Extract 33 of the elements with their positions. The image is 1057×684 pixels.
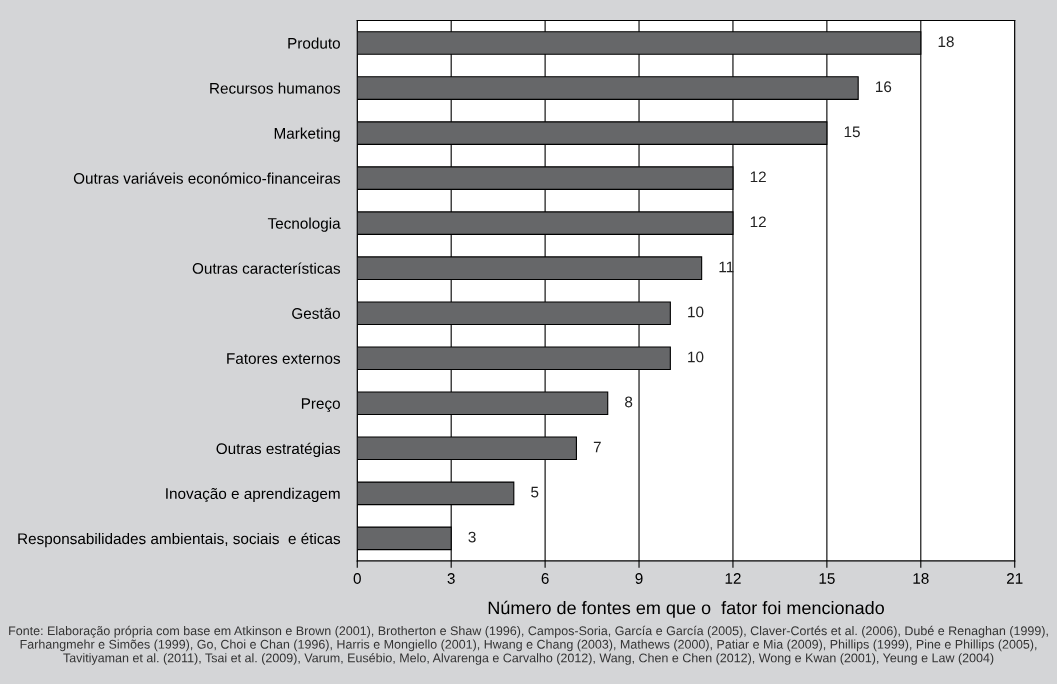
source-note: Fonte: Elaboração própria com base em Atkinson e Brown (2001), Brotherton e Shaw (1996), Campos-Soria, García e García (2005), Claver-Cortés et al. (2006), Dubé e Renaghan (1999), Farhangmehr e Simões (1999), Go, Choi e Chan (1996), Harris e Mongiello (2001), Hwang e Chang (2003), Mathews (2000), Patiar e Mia (2009), Phillips (1999), Pine e Phillips (2005), Tavitiyaman et al. (2011), Tsai et al. (2009), Varum, Eusébio, Melo, Alvarenga e Carvalho (2012), Wang, Chen e Chen (2012), Wong e Kwan (2001), Yeung e Law (2004)	[9, 625, 1048, 665]
x-axis-title: Número de fontes em que o fator foi mencionado	[488, 600, 884, 618]
data-label: 10	[688, 351, 704, 363]
y-tick-label: Gestão	[292, 307, 340, 319]
data-label: 12	[750, 216, 766, 228]
x-tick-label: 12	[725, 573, 741, 584]
y-tick-label: Responsabilidades ambientais, sociais e éticas	[18, 532, 341, 548]
y-tick-label: Tecnologia	[267, 217, 341, 232]
data-label: 7	[593, 441, 601, 453]
data-label: 3	[468, 531, 476, 543]
x-tick-label: 6	[541, 573, 549, 584]
y-tick-label: Preço	[301, 398, 340, 413]
y-tick-label: Outras variáveis económico-financeiras	[73, 172, 341, 184]
x-tick-label: 15	[819, 573, 835, 584]
x-tick-label: 0	[353, 573, 361, 584]
y-tick-label: Marketing	[274, 127, 340, 142]
x-tick-label: 3	[447, 573, 455, 584]
y-tick-label: Produto	[288, 37, 340, 49]
data-label: 10	[688, 306, 704, 318]
data-label: 12	[750, 171, 766, 183]
x-tick-label: 9	[635, 573, 643, 584]
data-label: 18	[938, 36, 954, 48]
data-label: 16	[876, 81, 892, 93]
y-tick-label: Fatores externos	[227, 353, 341, 364]
y-tick-label: Recursos humanos	[210, 82, 341, 94]
data-label: 15	[844, 126, 860, 138]
data-label: 8	[625, 396, 633, 408]
data-label: 5	[531, 486, 539, 498]
x-tick-label: 21	[1006, 573, 1023, 584]
y-tick-label: Outras características	[192, 262, 341, 274]
x-tick-label: 18	[913, 573, 929, 584]
y-tick-label: Outras estratégias	[216, 442, 341, 458]
y-tick-label: Inovação e aprendizagem	[166, 487, 340, 503]
